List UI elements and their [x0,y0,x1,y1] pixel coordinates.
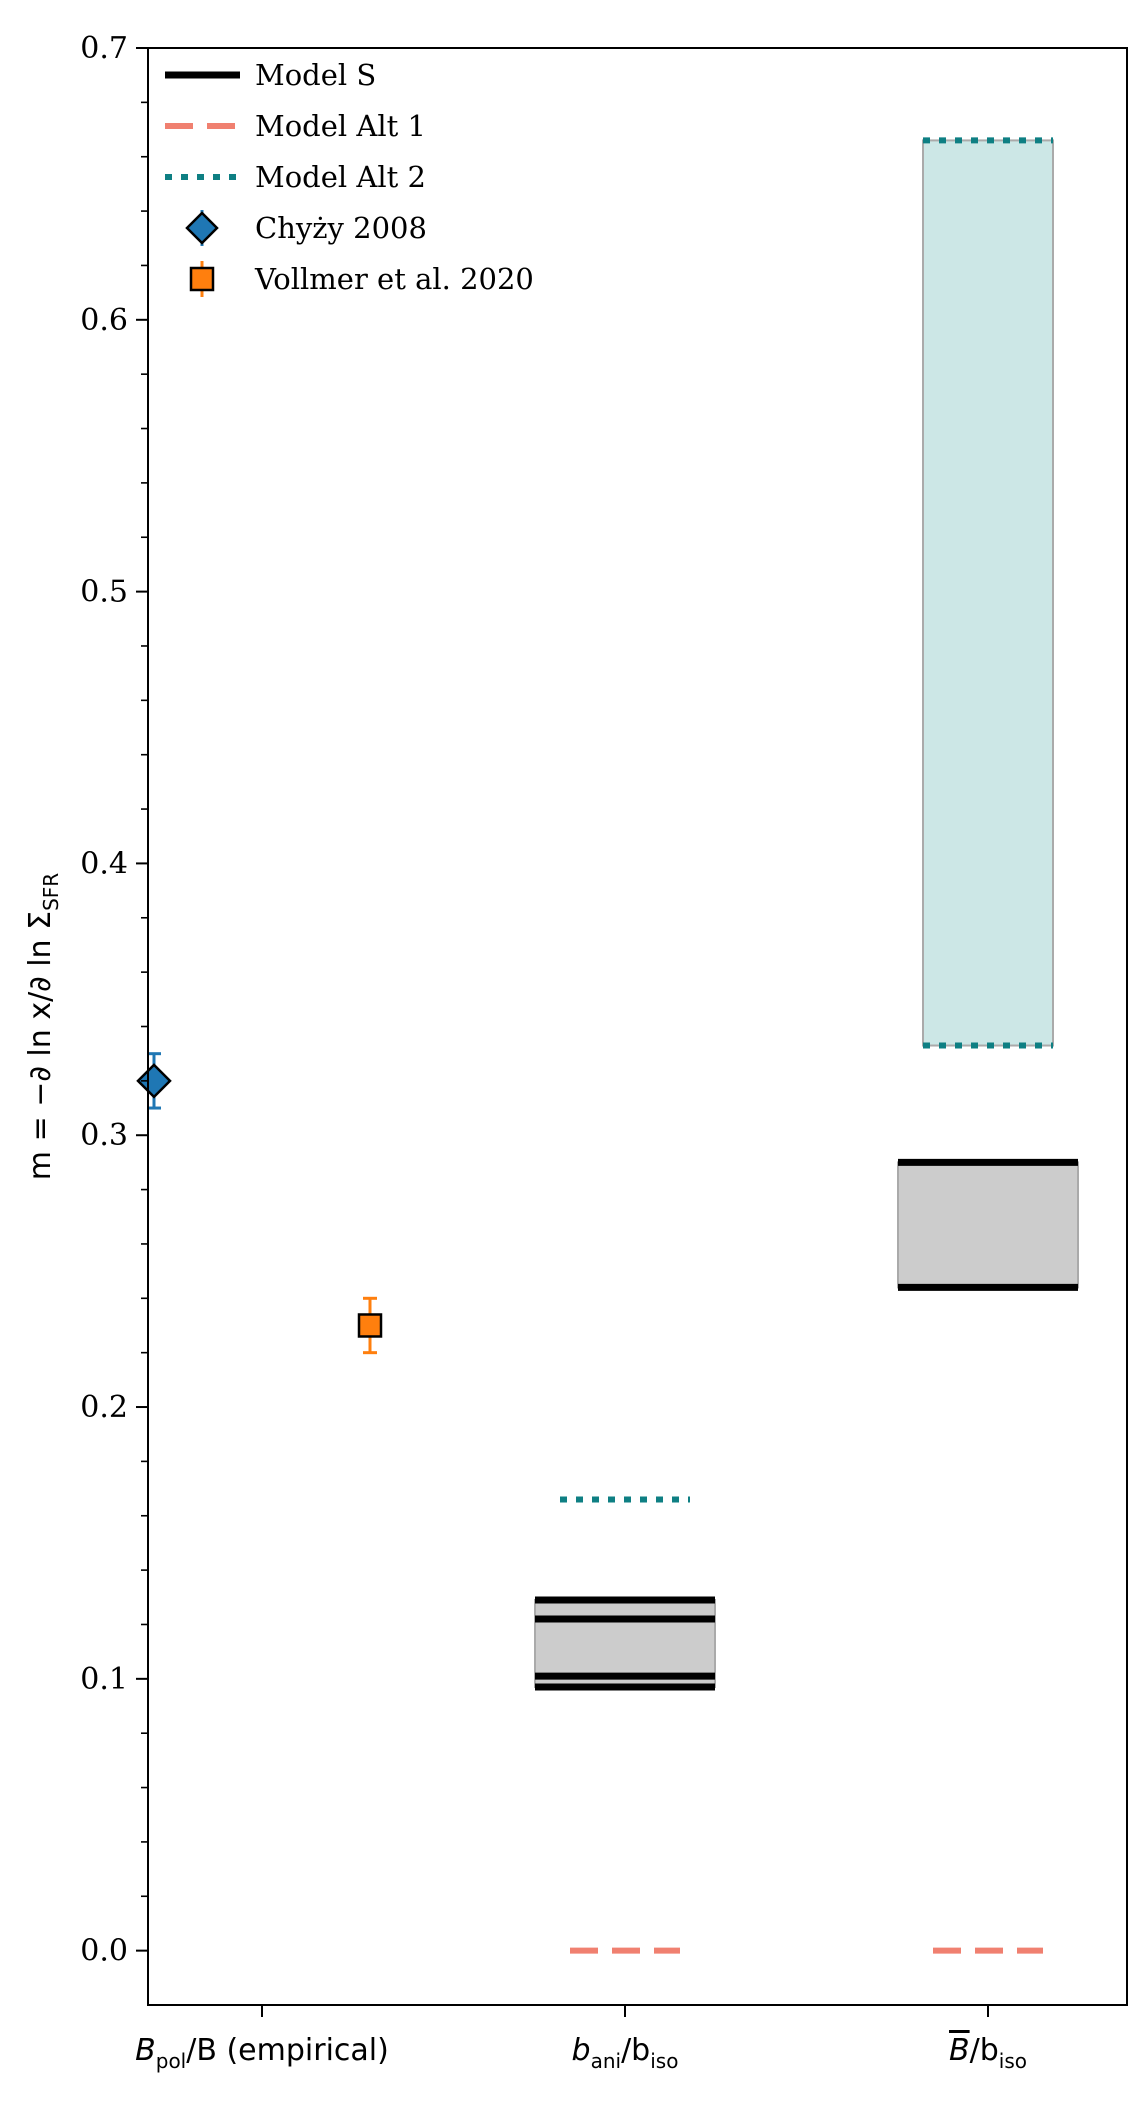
legend-swatch [185,211,219,245]
observation-1 [357,1296,383,1355]
observation-0 [136,1052,172,1110]
shaded-range-2 [922,139,1054,1047]
legend-entry-0: Model S [165,58,376,92]
model-lines [535,137,1078,1954]
x-axis: Bpol/B (empirical) bani/biso B/biso [135,2005,1027,2073]
y-axis: 0.0 0.1 0.2 0.3 0.4 0.5 0.6 0.7 [80,31,148,1969]
y-tick-label: 0.4 [80,846,128,881]
legend-label: Model Alt 1 [255,109,426,143]
observations [136,1052,383,1355]
legend-entry-1: Model Alt 1 [165,109,426,143]
diamond-marker [136,1063,172,1099]
y-tick-label: 0.3 [80,1118,128,1153]
legend-swatch [189,266,215,292]
legend: Model S Model Alt 1 Model Alt 2 Chyży 2008 V… [165,58,534,297]
y-tick-label: 0.1 [80,1662,128,1697]
y-tick-label: 0.6 [80,303,128,338]
x-tick-label: Bpol/B (empirical) [135,2033,389,2073]
legend-label: Model S [255,58,376,92]
y-tick-label: 0.7 [80,31,128,66]
square-marker [357,1313,383,1338]
legend-label: Model Alt 2 [255,160,426,194]
legend-entry-2: Model Alt 2 [165,160,426,194]
legend-label: Vollmer et al. 2020 [254,262,534,296]
shaded-range-1 [897,1161,1079,1289]
legend-entry-3: Chyży 2008 [185,210,427,246]
y-tick-label: 0.2 [80,1390,128,1425]
shaded-range-0 [534,1599,716,1688]
y-axis-label: m = −∂ ln x/∂ ln ΣSFR [23,873,63,1180]
legend-label: Chyży 2008 [255,211,427,245]
legend-entry-4: Vollmer et al. 2020 [189,261,534,297]
x-tick-label: B/biso [949,2033,1027,2073]
y-tick-label: 0.0 [80,1934,128,1969]
shaded-ranges [534,139,1079,1688]
y-tick-label: 0.5 [80,575,128,610]
x-tick-label: bani/biso [572,2033,679,2073]
